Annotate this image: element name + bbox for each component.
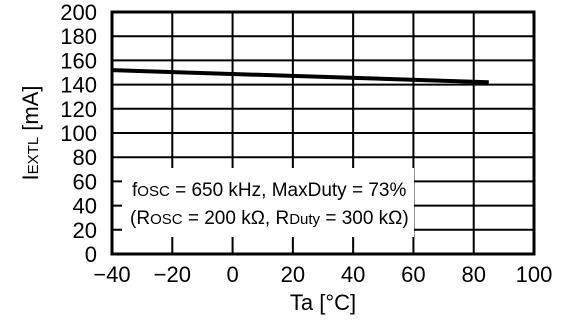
- y-tick-label-10: 200: [60, 0, 97, 25]
- y-tick-label-4: 80: [73, 145, 97, 170]
- x-tick-labels: −40 −20 0 20 40 60 80 100: [93, 262, 552, 287]
- y-tick-label-3: 60: [73, 169, 97, 194]
- annotation-mid: = 200 kΩ, R: [183, 208, 290, 229]
- y-axis-title-unit: [mA]: [18, 86, 43, 137]
- annotation-f-sub: OSC: [137, 183, 170, 200]
- x-tick-label-1: −20: [154, 262, 191, 287]
- annotation-end: = 300 kΩ): [320, 208, 409, 229]
- annotation-line-1: fOSC = 650 kHz, MaxDuty = 73%: [132, 180, 406, 201]
- y-axis-title: IEXTL [mA]: [18, 86, 43, 181]
- x-axis-title: Ta [°C]: [290, 290, 356, 315]
- plot-frame: [110, 10, 536, 256]
- y-tick-label-1: 20: [73, 218, 97, 243]
- y-tick-label-7: 140: [60, 73, 97, 98]
- series-line-0: [111, 68, 489, 85]
- y-axis-title-main: I: [18, 174, 43, 180]
- annotation-line-2: (ROSC = 200 kΩ, RDuty = 300 kΩ): [130, 208, 409, 229]
- annotation-open: (R: [130, 208, 150, 229]
- annotation-rosc-sub: OSC: [150, 211, 183, 228]
- y-axis-title-sub: EXTL: [25, 137, 42, 175]
- y-tick-label-6: 120: [60, 97, 97, 122]
- y-tick-label-8: 160: [60, 48, 97, 73]
- annotation-rduty-sub: Duty: [289, 211, 320, 228]
- y-tick-label-0: 0: [85, 242, 97, 267]
- y-tick-label-2: 40: [73, 194, 97, 219]
- annotation-line1-rest: = 650 kHz, MaxDuty = 73%: [170, 180, 407, 201]
- x-tick-label-2: 0: [226, 262, 238, 287]
- annotation-f: f: [132, 180, 138, 201]
- x-tick-label-7: 100: [516, 262, 553, 287]
- y-tick-label-5: 100: [60, 121, 97, 146]
- x-tick-label-6: 80: [461, 262, 485, 287]
- x-tick-label-0: −40: [93, 262, 130, 287]
- x-tick-label-3: 20: [281, 262, 305, 287]
- y-tick-label-9: 180: [60, 24, 97, 49]
- series-group: [111, 68, 489, 85]
- x-tick-label-5: 60: [401, 262, 425, 287]
- annotation-box: [122, 168, 414, 237]
- x-tick-label-4: 40: [341, 262, 365, 287]
